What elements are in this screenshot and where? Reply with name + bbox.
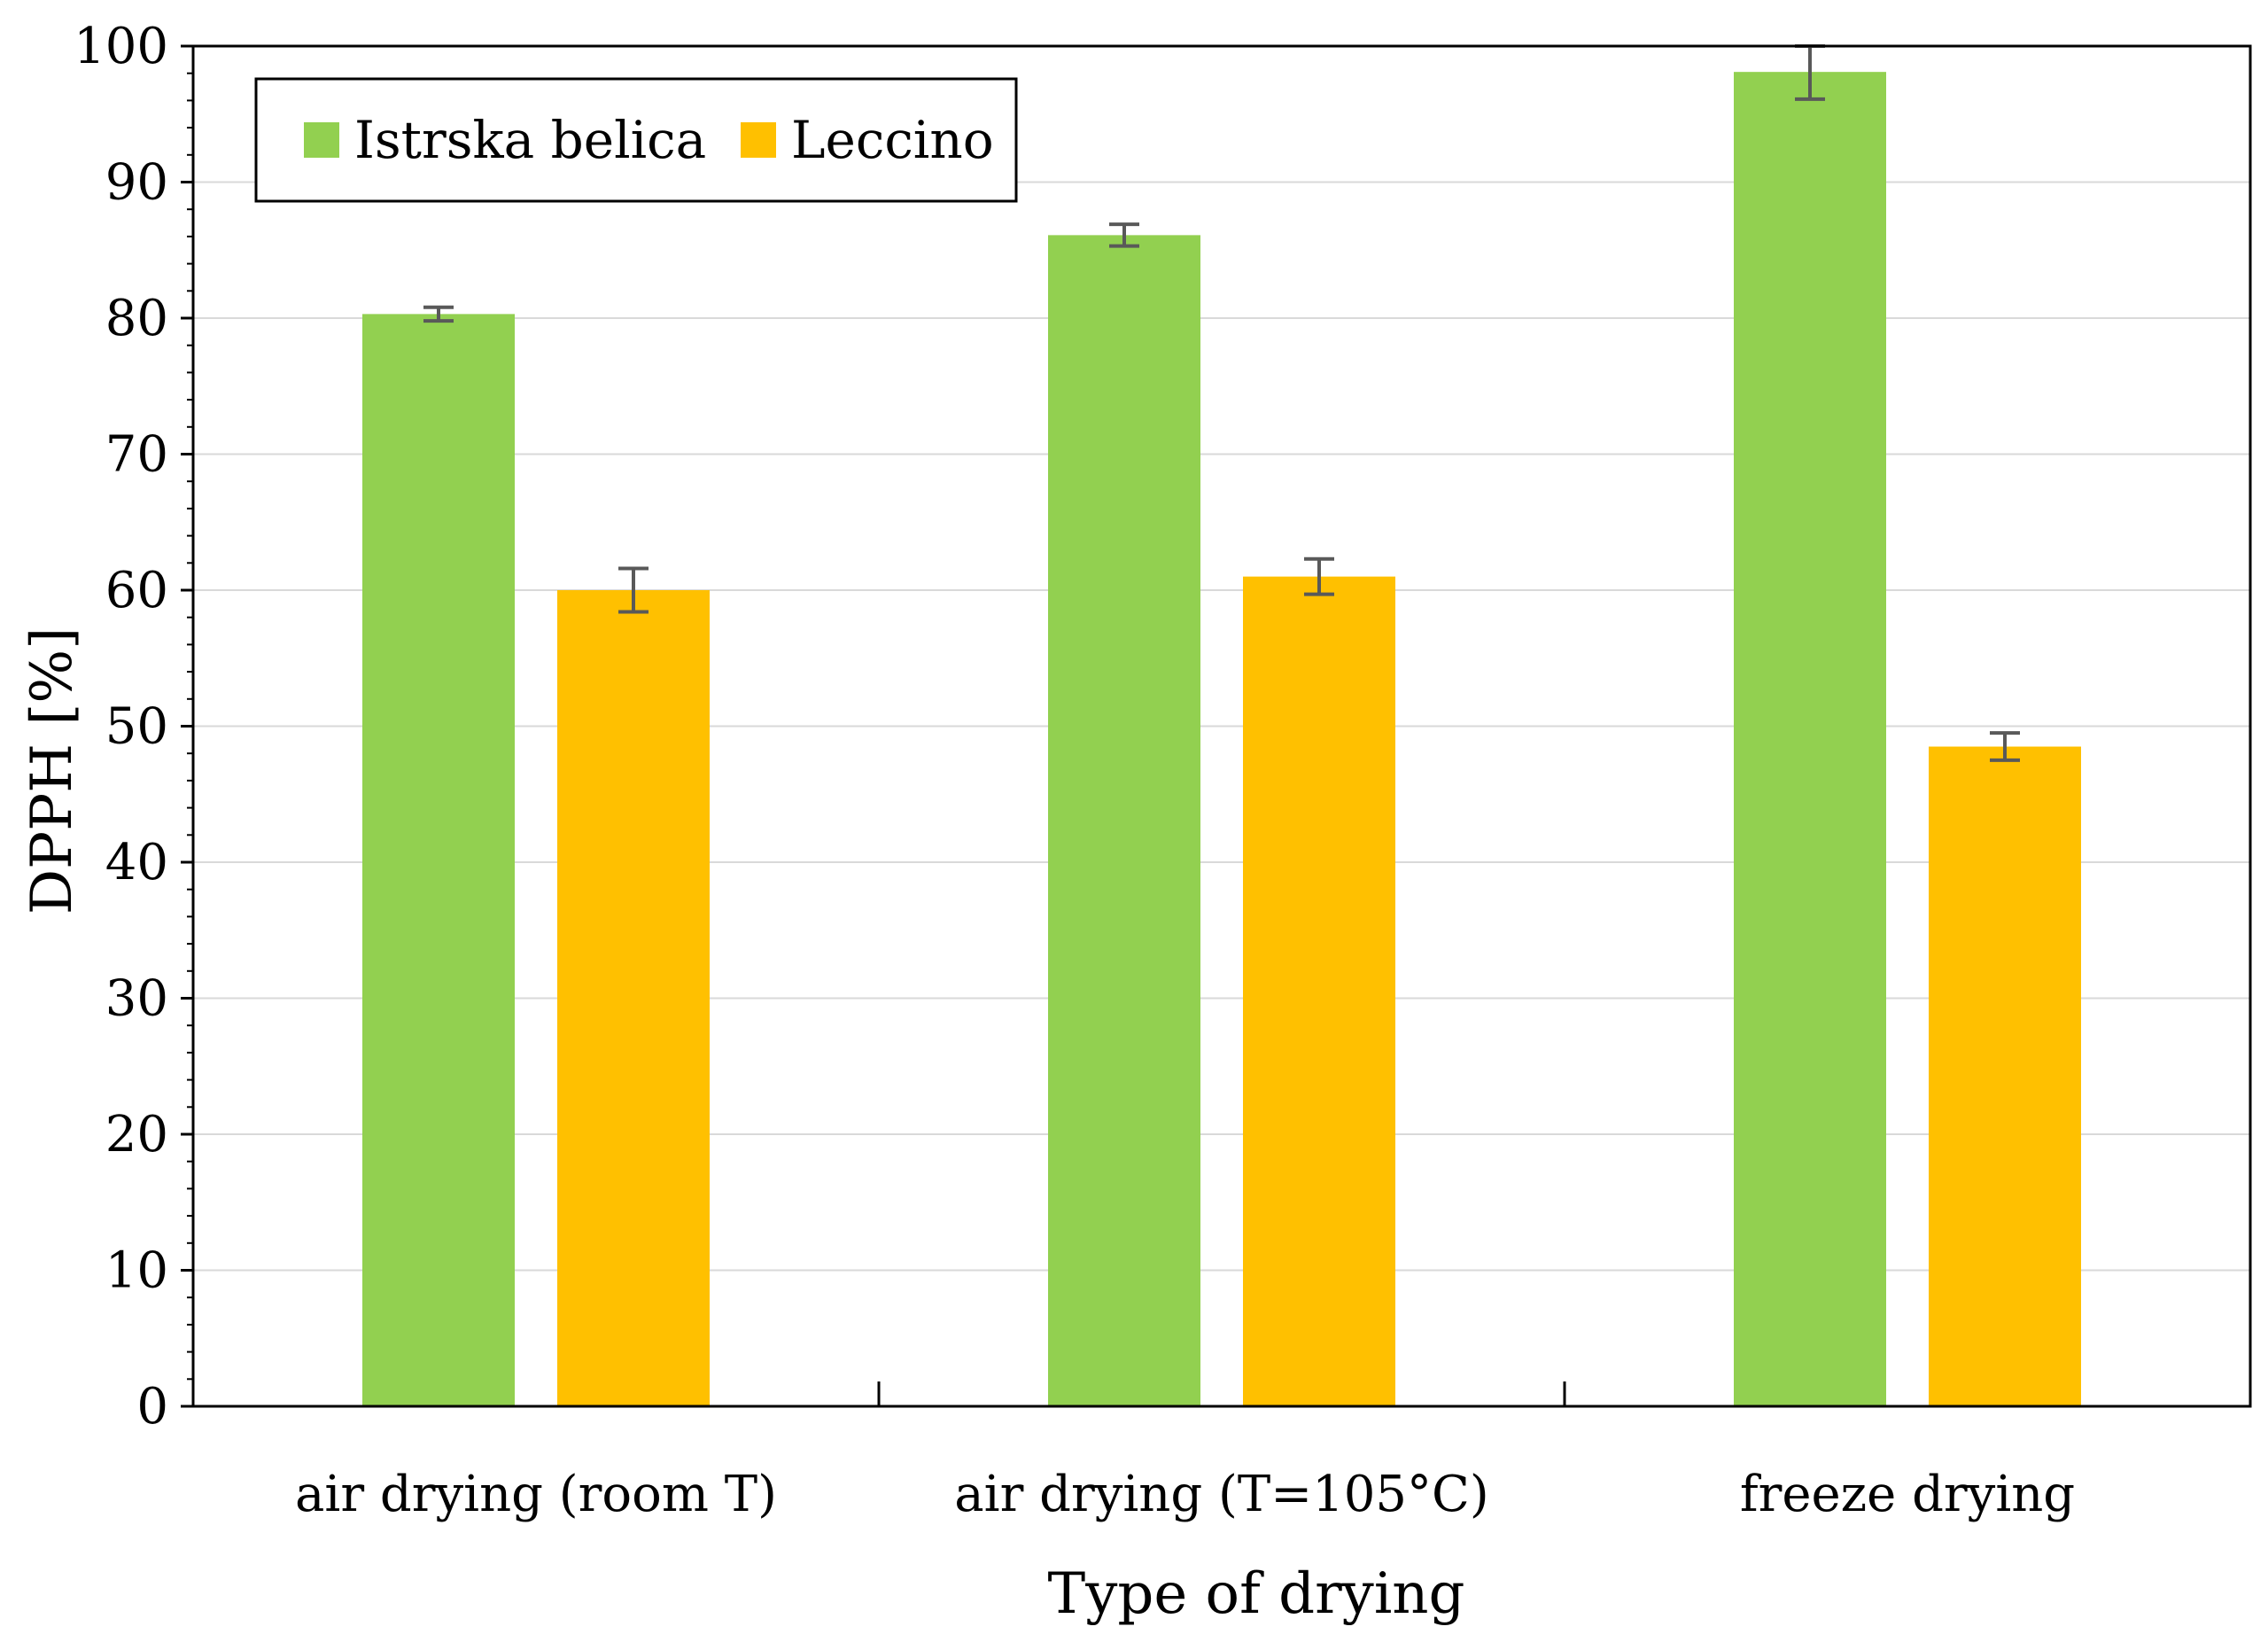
y-tick-label: 30	[105, 970, 168, 1028]
y-tick-label: 0	[136, 1378, 168, 1436]
legend: Istrska belica Leccino	[254, 77, 1018, 203]
bar-istrska-belica-0	[362, 314, 515, 1406]
y-tick-label: 20	[105, 1106, 168, 1163]
y-tick-label: 60	[105, 562, 168, 619]
y-tick-label: 80	[105, 290, 168, 347]
y-tick-label: 10	[105, 1242, 168, 1300]
axis-ticks	[181, 44, 1566, 1408]
bar-istrska-belica-1	[1048, 235, 1200, 1406]
bar-istrska-belica-2	[1734, 72, 1886, 1406]
legend-box	[254, 77, 1018, 203]
gridlines	[193, 181, 2250, 1272]
legend-swatch-leccino	[741, 122, 776, 158]
legend-label-istrska-belica: Istrska belica	[354, 110, 706, 170]
bars	[362, 72, 2081, 1406]
x-category-label: air drying (T=105°C)	[954, 1466, 1488, 1523]
legend-label-leccino: Leccino	[791, 110, 994, 170]
y-tick-label: 100	[74, 18, 168, 75]
y-axis-tick-labels: 0 10 20 30 40 50 60 70 80 90 100	[74, 18, 168, 1436]
bar-leccino-1	[1243, 576, 1395, 1406]
x-category-label: freeze drying	[1740, 1466, 2075, 1523]
x-category-label: air drying (room T)	[295, 1466, 777, 1523]
y-tick-label: 40	[105, 834, 168, 891]
legend-swatch-istrska-belica	[304, 122, 339, 158]
y-tick-label: 70	[105, 426, 168, 484]
bar-leccino-2	[1929, 746, 2081, 1406]
x-axis-title: Type of drying	[1048, 1561, 1465, 1627]
y-tick-label: 50	[105, 698, 168, 756]
bar-leccino-0	[557, 590, 710, 1406]
x-axis-category-labels: air drying (room T) air drying (T=105°C) f…	[295, 1466, 2075, 1523]
y-tick-label: 90	[105, 154, 168, 212]
y-axis-title: DPPH [%]	[19, 627, 85, 914]
